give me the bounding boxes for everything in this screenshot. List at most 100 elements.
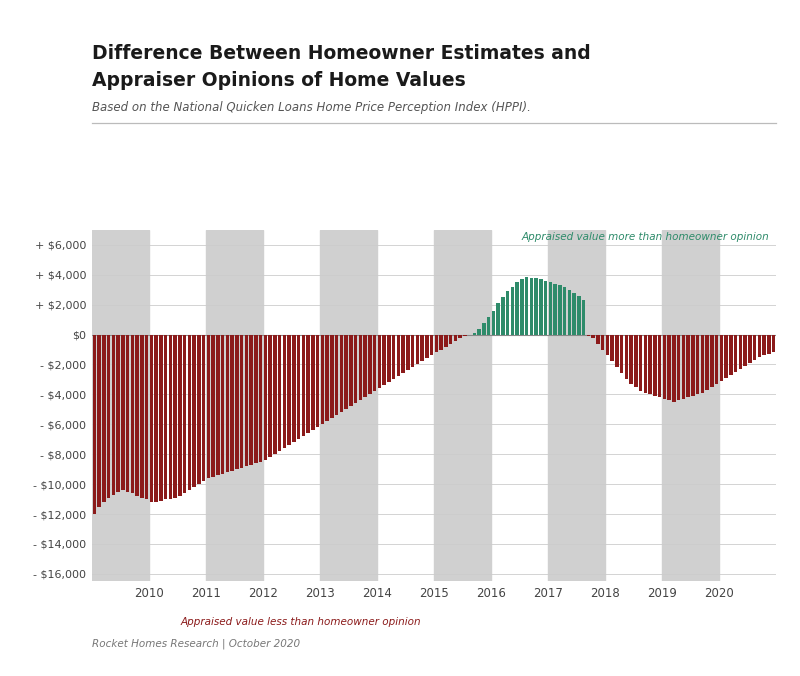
- Bar: [667, 335, 671, 400]
- Bar: [473, 333, 476, 335]
- Bar: [786, 335, 790, 349]
- Bar: [782, 335, 785, 349]
- Bar: [358, 335, 362, 400]
- Bar: [182, 335, 186, 493]
- Bar: [662, 230, 719, 581]
- Bar: [530, 278, 534, 335]
- Bar: [743, 335, 747, 366]
- Bar: [525, 277, 529, 335]
- Bar: [596, 335, 600, 343]
- Bar: [230, 335, 234, 470]
- Bar: [240, 335, 243, 468]
- Bar: [344, 335, 348, 410]
- Bar: [496, 303, 500, 335]
- Bar: [520, 279, 524, 335]
- Bar: [402, 335, 405, 373]
- Bar: [387, 335, 390, 383]
- Bar: [221, 335, 225, 474]
- Bar: [339, 335, 343, 412]
- Bar: [250, 335, 253, 464]
- Bar: [326, 335, 329, 421]
- Bar: [734, 335, 738, 372]
- Bar: [558, 285, 562, 335]
- Bar: [98, 335, 101, 506]
- Bar: [691, 335, 694, 396]
- Bar: [548, 230, 605, 581]
- Bar: [216, 335, 220, 475]
- Bar: [706, 335, 709, 390]
- Bar: [729, 335, 733, 375]
- Bar: [102, 335, 106, 502]
- Bar: [515, 282, 519, 335]
- Bar: [397, 335, 400, 377]
- Bar: [501, 297, 505, 335]
- Bar: [486, 316, 490, 335]
- Bar: [444, 335, 448, 347]
- Bar: [150, 335, 154, 502]
- Bar: [577, 295, 581, 335]
- Text: Appraised value less than homeowner opinion: Appraised value less than homeowner opin…: [181, 617, 422, 627]
- Bar: [135, 335, 139, 496]
- Bar: [478, 329, 481, 335]
- Bar: [648, 335, 652, 394]
- Bar: [544, 281, 547, 335]
- Bar: [154, 335, 158, 502]
- Bar: [677, 335, 681, 400]
- Bar: [630, 335, 633, 384]
- Bar: [434, 230, 491, 581]
- Bar: [762, 335, 766, 356]
- Bar: [658, 335, 662, 397]
- Bar: [410, 335, 414, 368]
- Bar: [753, 335, 757, 360]
- Text: Appraiser Opinions of Home Values: Appraiser Opinions of Home Values: [92, 71, 466, 90]
- Bar: [795, 335, 799, 349]
- Bar: [206, 335, 210, 478]
- Bar: [321, 335, 324, 425]
- Bar: [591, 335, 595, 338]
- Bar: [439, 335, 443, 349]
- Bar: [164, 335, 167, 499]
- Bar: [549, 282, 552, 335]
- Bar: [790, 335, 794, 349]
- Bar: [320, 230, 377, 581]
- Bar: [211, 335, 215, 477]
- Bar: [354, 335, 358, 404]
- Bar: [686, 335, 690, 397]
- Bar: [606, 335, 610, 356]
- Bar: [758, 335, 762, 357]
- Bar: [406, 335, 410, 370]
- Bar: [373, 335, 377, 391]
- Bar: [738, 335, 742, 369]
- Bar: [178, 335, 182, 496]
- Bar: [582, 300, 586, 335]
- Bar: [202, 335, 206, 481]
- Bar: [662, 335, 666, 399]
- Bar: [653, 335, 657, 396]
- Bar: [159, 335, 162, 501]
- Bar: [273, 335, 277, 454]
- Bar: [420, 335, 424, 362]
- Bar: [140, 335, 144, 498]
- Bar: [197, 335, 201, 484]
- Bar: [306, 335, 310, 433]
- Bar: [334, 335, 338, 415]
- Bar: [434, 335, 438, 352]
- Bar: [682, 335, 686, 399]
- Bar: [392, 335, 395, 379]
- Bar: [292, 335, 296, 442]
- Bar: [701, 335, 704, 393]
- Bar: [567, 290, 571, 335]
- Bar: [430, 335, 434, 356]
- Bar: [710, 335, 714, 387]
- Bar: [696, 335, 699, 394]
- Bar: [510, 287, 514, 335]
- Bar: [378, 335, 382, 389]
- Bar: [145, 335, 149, 499]
- Bar: [106, 335, 110, 498]
- Bar: [506, 291, 510, 335]
- Bar: [539, 279, 542, 335]
- Bar: [268, 335, 272, 457]
- Bar: [254, 335, 258, 463]
- Bar: [458, 335, 462, 337]
- Bar: [534, 279, 538, 335]
